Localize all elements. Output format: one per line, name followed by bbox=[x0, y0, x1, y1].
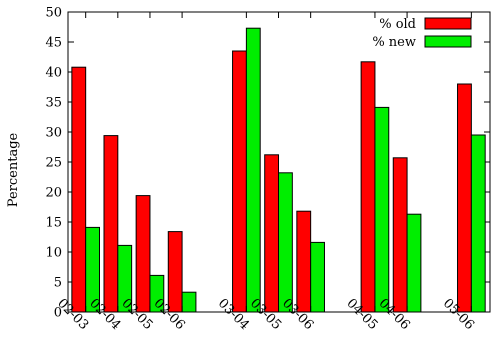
legend-swatch bbox=[424, 35, 472, 48]
bar-new-02-03 bbox=[85, 226, 100, 313]
y-axis-label: Percentage bbox=[6, 132, 21, 207]
bar-new-02-04 bbox=[117, 244, 133, 313]
legend-swatch bbox=[424, 17, 472, 30]
bar-new-05-06 bbox=[470, 134, 486, 313]
bar-new-03-05 bbox=[278, 172, 293, 313]
y-axis: 0 5 10 15 20 25 30 35 40 45 50 bbox=[45, 6, 490, 321]
y-tick-label: 5 bbox=[54, 276, 62, 291]
bar-old-02-05 bbox=[135, 195, 151, 313]
bar-new-03-06 bbox=[310, 241, 325, 313]
y-tick-label: 30 bbox=[45, 126, 62, 141]
y-tick-label: 50 bbox=[45, 6, 62, 21]
y-tick-label: 10 bbox=[45, 246, 62, 261]
y-tick-label: 45 bbox=[45, 36, 62, 51]
bar-old-04-06 bbox=[392, 157, 408, 313]
bar-old-03-05 bbox=[264, 154, 280, 313]
y-tick-label: 20 bbox=[45, 186, 62, 201]
y-tick-label: 35 bbox=[45, 96, 62, 111]
bar-old-03-06 bbox=[296, 210, 312, 313]
legend: % old % new bbox=[372, 17, 472, 50]
bar-old-04-05 bbox=[360, 61, 376, 313]
bar-new-03-04 bbox=[245, 27, 261, 313]
bar-old-05-06 bbox=[457, 83, 472, 313]
y-tick-label: 40 bbox=[45, 66, 62, 81]
bar-new-04-06 bbox=[406, 213, 422, 313]
bar-new-02-05 bbox=[149, 274, 165, 313]
bar-old-02-03 bbox=[71, 66, 87, 313]
y-tick-label: 25 bbox=[45, 156, 62, 171]
y-tick-label: 15 bbox=[45, 216, 62, 231]
bar-new-02-06 bbox=[181, 291, 197, 313]
y-tick-label: 0 bbox=[54, 306, 62, 321]
legend-label: % new bbox=[372, 35, 416, 50]
bar-old-03-04 bbox=[232, 50, 247, 313]
legend-label: % old bbox=[379, 17, 416, 32]
bar-new-04-05 bbox=[374, 106, 390, 313]
bar-old-02-06 bbox=[167, 231, 183, 313]
bars bbox=[71, 27, 486, 313]
bar-old-02-04 bbox=[103, 135, 119, 313]
